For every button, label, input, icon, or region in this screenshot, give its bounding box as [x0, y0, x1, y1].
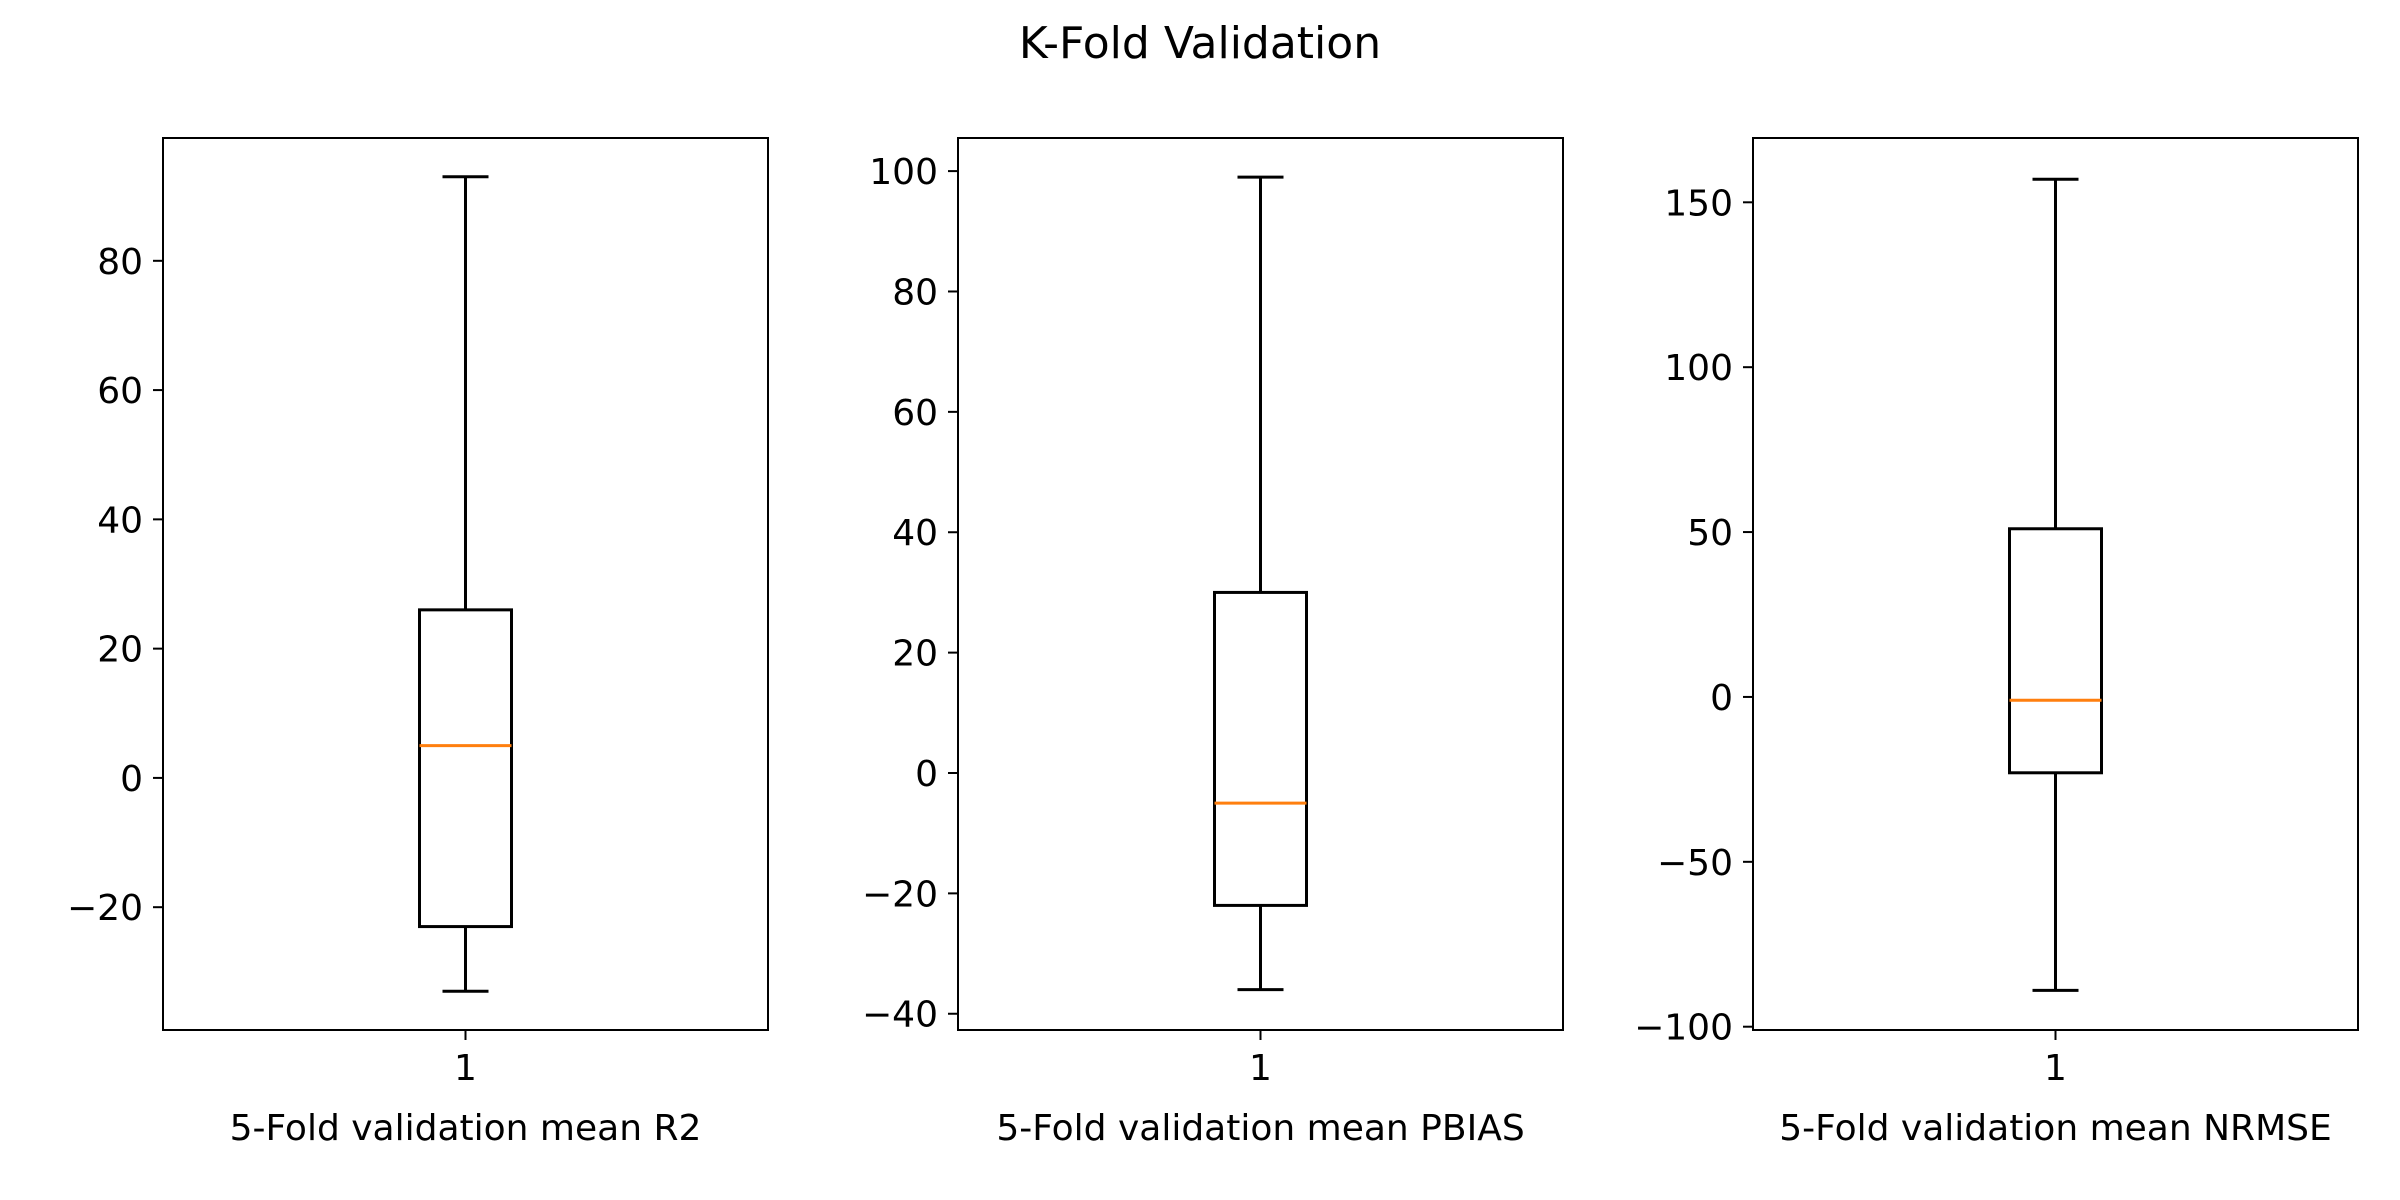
y-tick-label: 100 — [1664, 348, 1733, 389]
axes-frame — [957, 137, 1564, 1031]
y-tick-label: 80 — [892, 272, 938, 313]
y-tick-label: 150 — [1664, 183, 1733, 224]
y-tick-label: −100 — [1634, 1008, 1733, 1049]
x-axis-label: 5-Fold validation mean NRMSE — [1779, 1108, 2331, 1149]
axes-frame — [1752, 137, 2359, 1031]
y-tick-label: 60 — [97, 371, 143, 412]
boxplot-panel-pbias: −40 −20 0 20 40 60 80 100 1 5-Fold validation mea… — [862, 137, 1564, 1149]
iqr-box — [418, 608, 513, 929]
y-tick-label: −40 — [862, 995, 938, 1036]
y-tick-label: 0 — [915, 754, 938, 795]
boxplot-panel-nrmse: −100 −50 0 50 100 150 1 5-Fold validation mean … — [1634, 137, 2359, 1149]
y-tick-label: 20 — [97, 630, 143, 671]
y-tick-label: −20 — [862, 874, 938, 915]
iqr-box — [1213, 590, 1308, 907]
y-tick-label: 0 — [1710, 678, 1733, 719]
x-tick-label: 1 — [1249, 1048, 1272, 1089]
y-tick-label: 60 — [892, 393, 938, 434]
y-tick-label: −50 — [1657, 843, 1733, 884]
y-tick-label: 40 — [97, 500, 143, 541]
y-tick-label: 40 — [892, 513, 938, 554]
x-tick-label: 1 — [454, 1048, 477, 1089]
y-tick-label: −20 — [67, 888, 143, 929]
x-tick-label: 1 — [2044, 1048, 2067, 1089]
y-tick-label: 50 — [1687, 513, 1733, 554]
boxplot-panel-r2: −20 0 20 40 60 80 1 5-Fold validation mean R2 — [67, 137, 769, 1149]
y-tick-label: 80 — [97, 242, 143, 283]
figure-title: K-Fold Validation — [1019, 18, 1381, 69]
y-tick-label: 0 — [120, 759, 143, 800]
panels: −20 0 20 40 60 80 1 5-Fold validation mean R2 −4… — [67, 137, 2359, 1149]
iqr-box — [2008, 527, 2103, 775]
x-axis-label: 5-Fold validation mean R2 — [230, 1108, 702, 1149]
y-tick-label: 20 — [892, 634, 938, 675]
y-tick-label: 100 — [869, 152, 938, 193]
x-axis-label: 5-Fold validation mean PBIAS — [996, 1108, 1524, 1149]
axes-frame — [162, 137, 769, 1031]
